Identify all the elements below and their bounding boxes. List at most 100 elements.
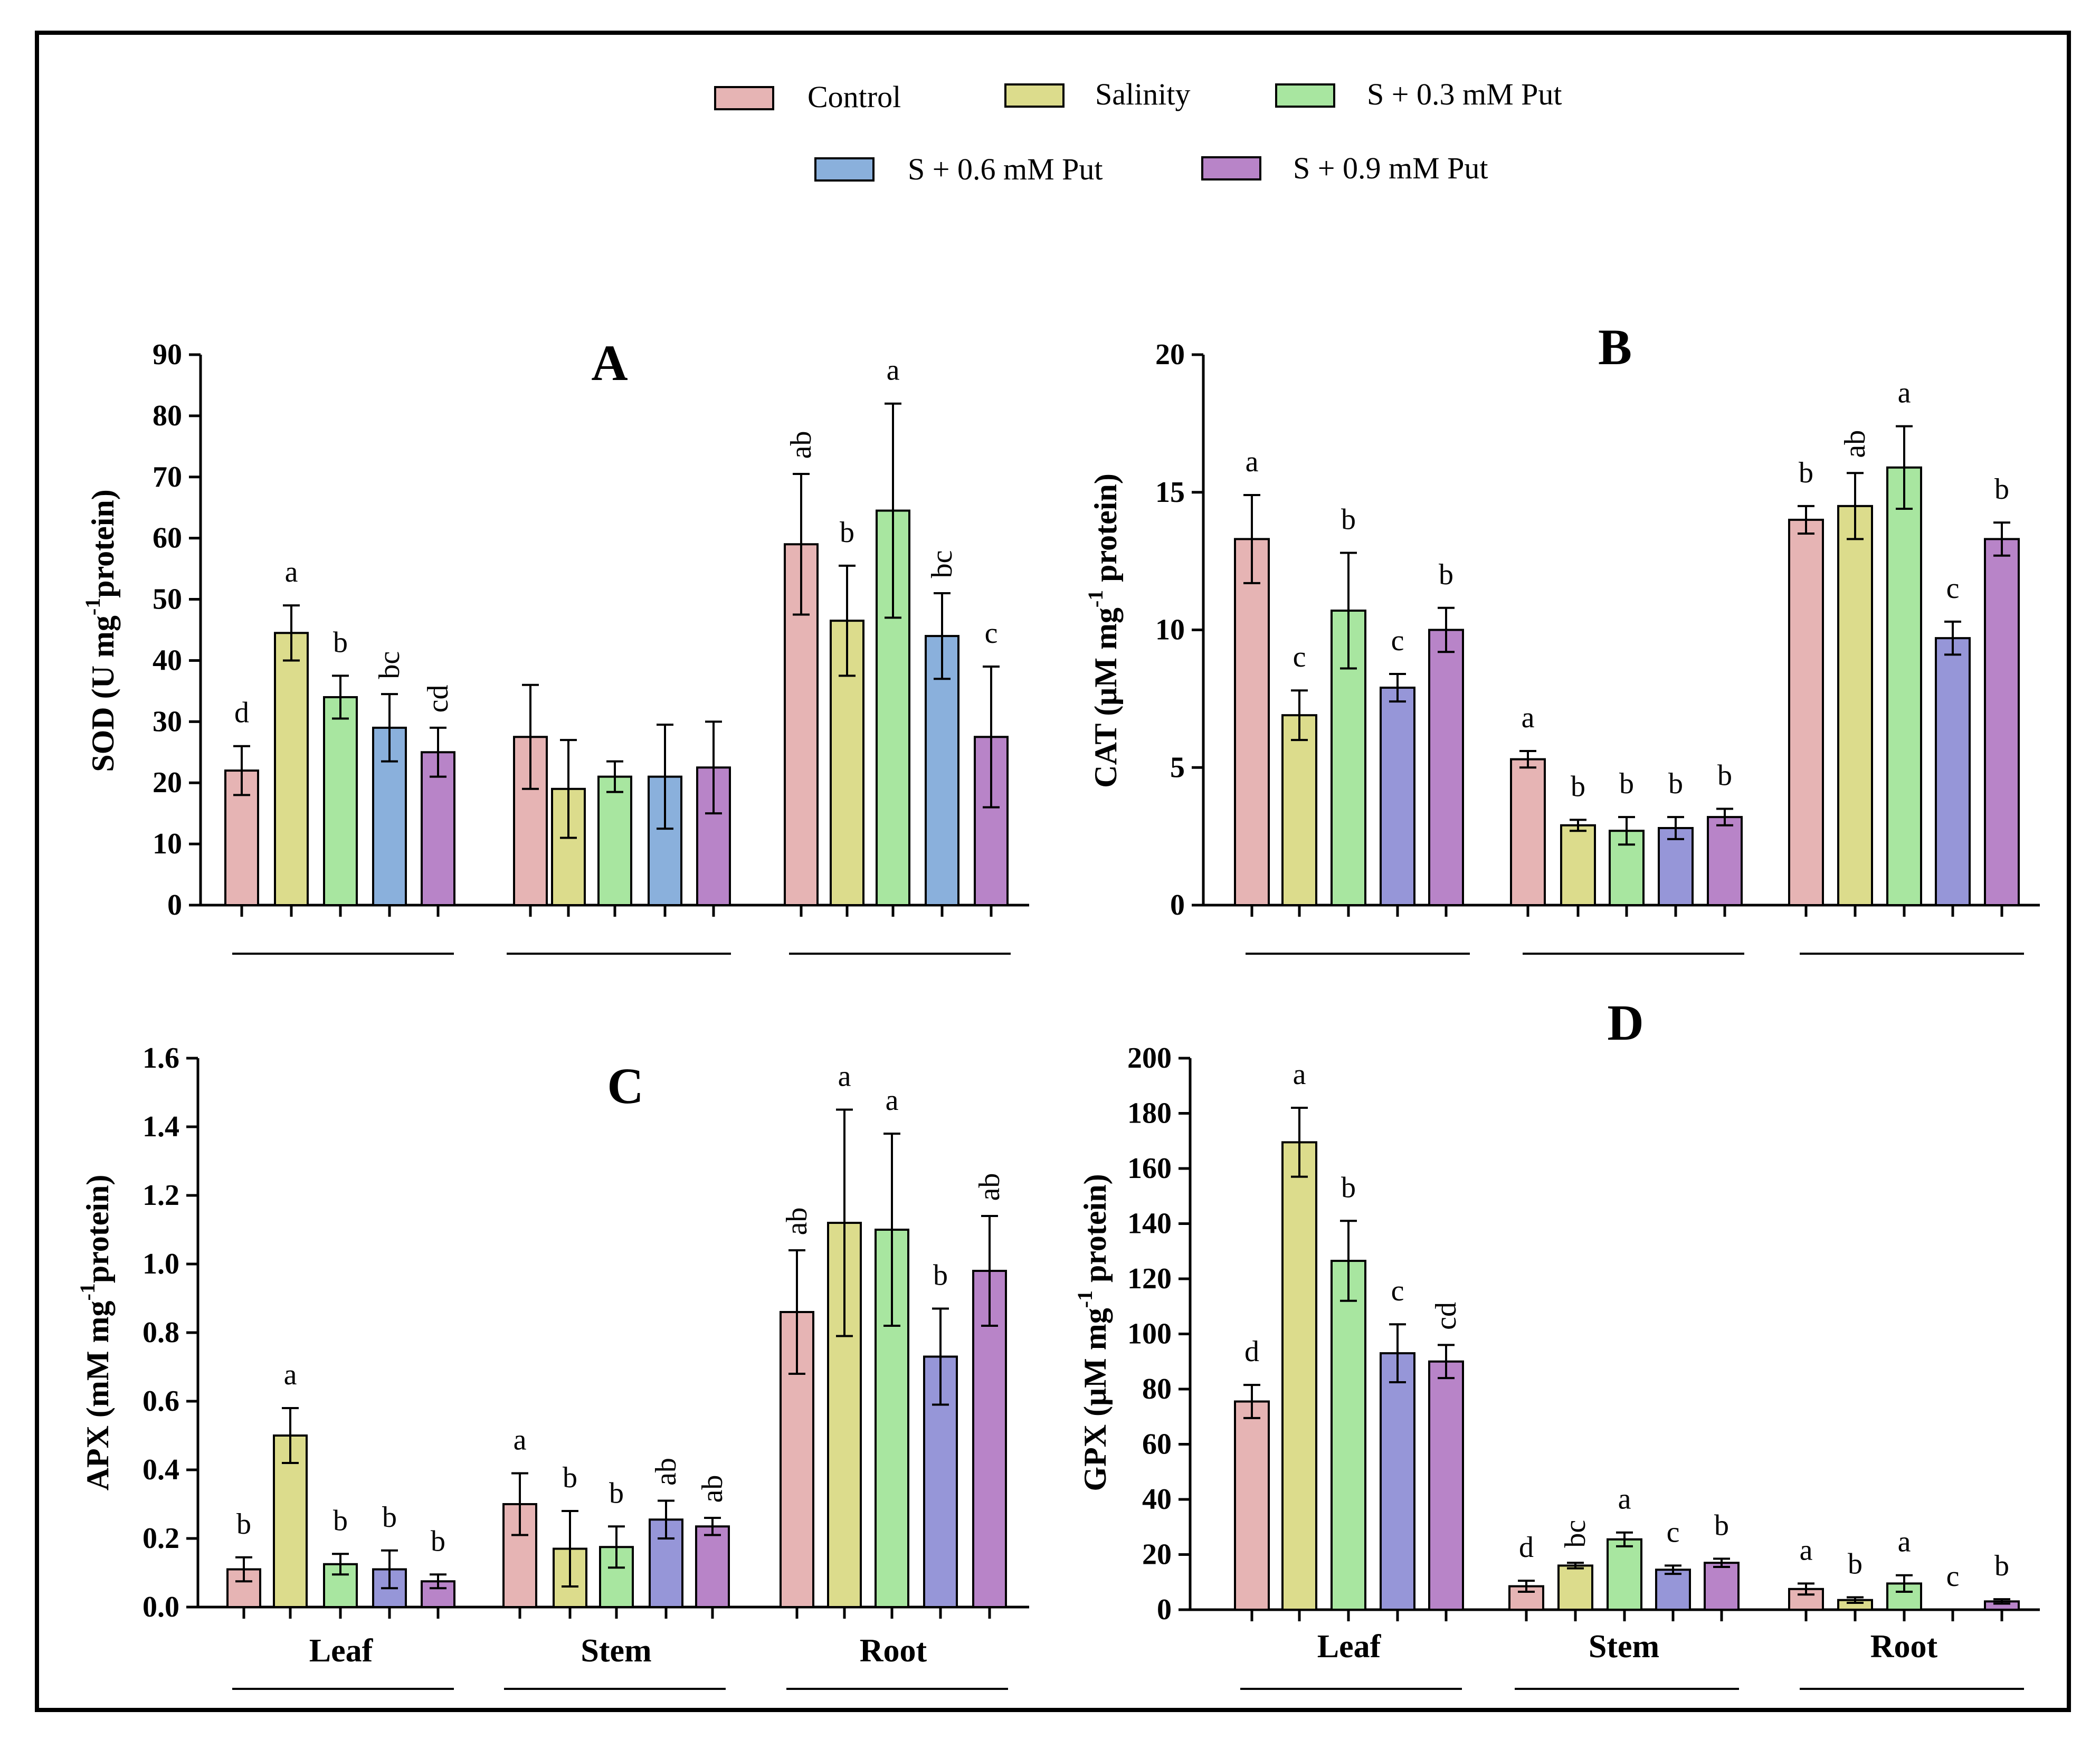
significance-letter-leaf-salinity: a	[285, 556, 298, 588]
significance-letter-stem-s-0-9-mm-put: b	[1714, 1509, 1729, 1542]
significance-letter-leaf-control: d	[234, 697, 249, 729]
bar-leaf-s-0-3-mm-put	[1331, 1260, 1366, 1611]
y-tick-label: 40	[1142, 1483, 1172, 1516]
significance-letter-leaf-s-0-3-mm-put: b	[1341, 1171, 1356, 1204]
significance-letter-root-control: b	[1799, 457, 1813, 489]
bar-root-s-0-3-mm-put	[1886, 466, 1922, 906]
bar-stem-s-0-3-mm-put	[1607, 1538, 1642, 1611]
y-tick-label: 1.4	[142, 1110, 179, 1143]
significance-letter-stem-control: d	[1519, 1531, 1534, 1564]
y-tick-label: 50	[153, 583, 182, 616]
y-tick-label: 20	[153, 766, 182, 799]
figure-frame	[35, 31, 2071, 1712]
significance-letter-root-s-0-3-mm-put: a	[1898, 1526, 1911, 1559]
y-tick-label: 120	[1127, 1262, 1172, 1295]
significance-letter-root-control: ab	[785, 431, 818, 459]
significance-letter-root-salinity: b	[1848, 1547, 1863, 1580]
bar-leaf-salinity	[1281, 714, 1317, 907]
y-tick-label: 70	[153, 461, 182, 493]
y-axis-label-superscript: -1	[1073, 1290, 1097, 1308]
y-tick-label: 10	[153, 828, 182, 860]
y-tick-label: 180	[1127, 1097, 1172, 1130]
significance-letter-root-s-0-6-mm-put: c	[1946, 1560, 1960, 1593]
category-label-leaf: Leaf	[309, 1633, 374, 1669]
y-tick-label: 100	[1127, 1318, 1172, 1351]
significance-letter-stem-s-0-6-mm-put: c	[1667, 1516, 1680, 1548]
significance-letter-root-s-0-9-mm-put: ab	[973, 1173, 1006, 1201]
y-tick-label: 60	[1142, 1428, 1172, 1461]
significance-letter-root-s-0-9-mm-put: c	[985, 617, 998, 650]
y-tick-label: 0.4	[142, 1453, 179, 1486]
y-axis-label-main: APX (mM mg	[80, 1300, 115, 1490]
category-label-stem: Stem	[581, 1633, 651, 1669]
bar-root-control	[1788, 518, 1824, 906]
y-axis-label-superscript: -1	[75, 1283, 99, 1300]
significance-letter-root-control: a	[1800, 1534, 1813, 1566]
significance-letter-stem-s-0-6-mm-put: b	[1668, 767, 1683, 800]
significance-letter-leaf-s-0-6-mm-put: b	[382, 1501, 397, 1534]
y-axis-label-main: CAT (μM mg	[1088, 607, 1123, 788]
y-axis-label-rest: protein)	[80, 1175, 115, 1284]
y-tick-label: 15	[1155, 476, 1185, 509]
legend-label-s-0-9-mm-put: S + 0.9 mM Put	[1293, 151, 1488, 185]
y-axis-label: APX (mM mg-1protein)	[75, 1175, 115, 1491]
bar-leaf-s-0-9-mm-put	[1428, 1360, 1464, 1611]
y-tick-label: 20	[1155, 338, 1185, 371]
significance-letter-leaf-control: a	[1246, 445, 1259, 478]
significance-letter-root-salinity: a	[838, 1060, 851, 1093]
significance-letter-leaf-s-0-6-mm-put: c	[1391, 1275, 1404, 1307]
y-tick-label: 30	[153, 705, 182, 738]
y-axis-label-main: SOD (U mg	[85, 615, 120, 772]
significance-letter-root-s-0-6-mm-put: bc	[926, 550, 958, 578]
legend-swatch-salinity	[1004, 83, 1065, 108]
y-axis-label: GPX (μM mg-1 protein)	[1073, 1174, 1113, 1491]
significance-letter-root-s-0-6-mm-put: c	[1946, 572, 1960, 605]
y-tick-label: 0.0	[142, 1591, 179, 1623]
bar-root-s-0-6-mm-put	[1935, 637, 1971, 907]
significance-letter-stem-s-0-6-mm-put: ab	[650, 1458, 682, 1486]
significance-letter-stem-s-0-9-mm-put: b	[1717, 759, 1732, 792]
legend-label-s-0-3-mm-put: S + 0.3 mM Put	[1367, 77, 1562, 111]
chart-panel-a: A SOD (U mg-1protein) 0 10 20 30 40 50 60 70 80 90 d…	[81, 335, 1029, 955]
category-label-stem: Stem	[1589, 1629, 1659, 1665]
bar-stem-s-0-6-mm-put	[1655, 1569, 1691, 1611]
significance-letter-root-control: ab	[781, 1208, 813, 1236]
y-axis-label-superscript: -1	[81, 598, 104, 615]
legend-item-s-0-9-mm-put: S + 0.9 mM Put	[1201, 151, 1488, 185]
legend-item-control: Control	[714, 80, 901, 114]
category-label-leaf: Leaf	[1317, 1629, 1382, 1665]
significance-letter-stem-salinity: b	[1571, 770, 1585, 803]
bar-leaf-s-0-6-mm-put	[372, 726, 407, 907]
panel-title: C	[607, 1058, 643, 1114]
category-label-root: Root	[860, 1633, 927, 1669]
y-tick-label: 200	[1127, 1042, 1172, 1075]
y-axis-label-main: GPX (μM mg	[1078, 1308, 1113, 1491]
bar-root-s-0-9-mm-put	[1984, 538, 2020, 906]
legend-item-s-0-6-mm-put: S + 0.6 mM Put	[814, 152, 1103, 186]
bar-root-s-0-6-mm-put	[925, 635, 959, 906]
significance-letter-root-s-0-9-mm-put: b	[1994, 1550, 2009, 1582]
significance-letter-stem-salinity: bc	[1559, 1520, 1592, 1548]
significance-letter-leaf-s-0-9-mm-put: cd	[1430, 1302, 1462, 1330]
significance-letter-root-s-0-9-mm-put: b	[1994, 473, 2009, 506]
significance-letter-root-s-0-3-mm-put: a	[1898, 377, 1911, 410]
bar-stem-s-0-9-mm-put	[1707, 816, 1743, 906]
significance-letter-leaf-s-0-9-mm-put: b	[1439, 558, 1453, 591]
legend-label-salinity: Salinity	[1095, 77, 1190, 111]
significance-letter-root-s-0-6-mm-put: b	[933, 1259, 948, 1292]
bar-stem-salinity	[551, 787, 586, 907]
y-tick-label: 10	[1155, 614, 1185, 647]
significance-letter-stem-s-0-3-mm-put: a	[1618, 1483, 1631, 1516]
y-axis-label-rest: protein)	[1078, 1174, 1113, 1290]
significance-letter-stem-s-0-9-mm-put: ab	[696, 1475, 729, 1503]
panel-title: D	[1607, 994, 1643, 1051]
significance-letter-stem-control: a	[514, 1424, 527, 1457]
bar-stem-s-0-9-mm-put	[1704, 1562, 1740, 1611]
significance-letter-leaf-s-0-3-mm-put: b	[333, 626, 348, 659]
y-axis-label-superscript: -1	[1084, 590, 1107, 607]
y-tick-label: 0.2	[142, 1522, 179, 1555]
significance-letter-leaf-salinity: c	[1293, 641, 1306, 673]
bar-root-s-0-9-mm-put	[974, 736, 1009, 906]
significance-letter-stem-control: a	[1522, 701, 1535, 734]
